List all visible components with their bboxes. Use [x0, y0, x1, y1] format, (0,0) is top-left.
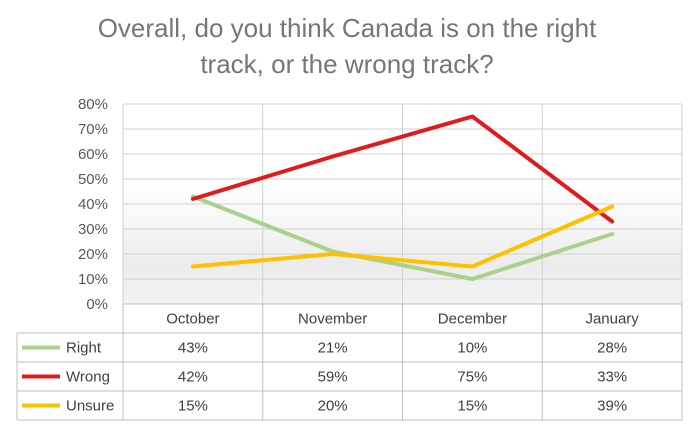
y-tick-label: 0% — [86, 296, 108, 313]
table-cell: 10% — [457, 340, 487, 357]
y-tick-label: 40% — [78, 196, 108, 213]
category-label: January — [585, 311, 639, 328]
series-lines — [190, 114, 615, 281]
series-line-right — [190, 194, 615, 281]
series-line-wrong — [190, 114, 615, 224]
data-table: October November December January Right 43% 21… — [16, 303, 683, 421]
table-cell: 28% — [597, 340, 627, 357]
table-cell: 39% — [597, 398, 627, 415]
legend-label-unsure: Unsure — [66, 398, 114, 415]
chart-title-line-1: Overall, do you think Canada is on the r… — [97, 13, 597, 43]
category-label: October — [166, 311, 219, 328]
table-cell: 42% — [178, 369, 208, 386]
table-cell: 20% — [318, 398, 348, 415]
table-cell: 75% — [457, 369, 487, 386]
y-tick-label: 30% — [78, 221, 108, 238]
category-label: December — [438, 311, 507, 328]
y-tick-label: 50% — [78, 171, 108, 188]
category-label: November — [298, 311, 367, 328]
table-cell: 59% — [318, 369, 348, 386]
chart-title-line-2: track, or the wrong track? — [200, 49, 494, 79]
table-cell: 21% — [318, 340, 348, 357]
table-cell: 15% — [178, 398, 208, 415]
y-tick-label: 20% — [78, 246, 108, 263]
series-line-unsure — [190, 204, 615, 269]
y-tick-label: 80% — [78, 96, 108, 113]
y-tick-label: 10% — [78, 271, 108, 288]
chart-title: Overall, do you think Canada is on the r… — [0, 10, 694, 82]
legend-label-right: Right — [66, 340, 102, 357]
y-tick-label: 60% — [78, 146, 108, 163]
y-axis-ticks: 0% 10% 20% 30% 40% 50% 60% 70% 80% — [78, 96, 108, 313]
y-tick-label: 70% — [78, 121, 108, 138]
table-cell: 33% — [597, 369, 627, 386]
table-cell: 43% — [178, 340, 208, 357]
table-cell: 15% — [457, 398, 487, 415]
legend-label-wrong: Wrong — [66, 369, 110, 386]
